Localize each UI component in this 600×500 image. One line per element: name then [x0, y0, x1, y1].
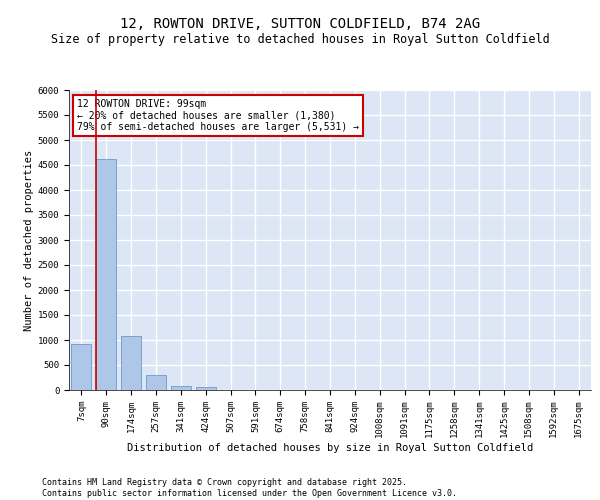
Text: Contains HM Land Registry data © Crown copyright and database right 2025.
Contai: Contains HM Land Registry data © Crown c… [42, 478, 457, 498]
Bar [121, 336, 141, 390]
Text: 12 ROWTON DRIVE: 99sqm
← 20% of detached houses are smaller (1,380)
79% of semi-: 12 ROWTON DRIVE: 99sqm ← 20% of detached… [77, 99, 359, 132]
Bar [196, 387, 215, 390]
Bar [146, 375, 166, 390]
Text: 12, ROWTON DRIVE, SUTTON COLDFIELD, B74 2AG: 12, ROWTON DRIVE, SUTTON COLDFIELD, B74 … [120, 18, 480, 32]
Bar [171, 386, 191, 390]
X-axis label: Distribution of detached houses by size in Royal Sutton Coldfield: Distribution of detached houses by size … [127, 443, 533, 453]
Text: Size of property relative to detached houses in Royal Sutton Coldfield: Size of property relative to detached ho… [50, 32, 550, 46]
Bar [71, 344, 91, 390]
Y-axis label: Number of detached properties: Number of detached properties [23, 150, 34, 330]
Bar [97, 159, 116, 390]
